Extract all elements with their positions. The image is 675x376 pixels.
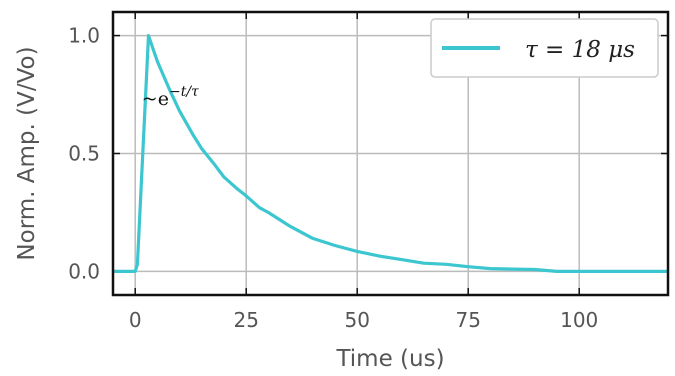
y-tick-label: 0.5 — [68, 142, 100, 166]
x-tick-label: 25 — [233, 308, 258, 332]
legend: τ = 18 μs — [430, 18, 659, 78]
y-tick-label: 1.0 — [68, 24, 100, 48]
x-tick-label: 100 — [560, 308, 598, 332]
series-line — [113, 34, 668, 273]
curve-annotation: ~e−t/τ — [142, 84, 199, 110]
x-tick-label: 50 — [344, 308, 369, 332]
x-tick-label: 0 — [129, 308, 142, 332]
x-tick-label: 75 — [455, 308, 480, 332]
annotation-prefix: ~e — [142, 88, 169, 110]
y-axis-title: Norm. Amp. (V/Vo) — [14, 46, 40, 260]
legend-box — [430, 18, 659, 78]
legend-label: τ = 18 μs — [525, 37, 635, 63]
annotation-exponent: −t/τ — [169, 84, 199, 100]
y-tick-label: 0.0 — [68, 259, 100, 283]
plot-frame — [111, 10, 670, 297]
x-axis-title: Time (us) — [335, 346, 444, 372]
tick-labels: 0 25 50 75 100 0.0 0.5 1.0 — [68, 24, 598, 332]
